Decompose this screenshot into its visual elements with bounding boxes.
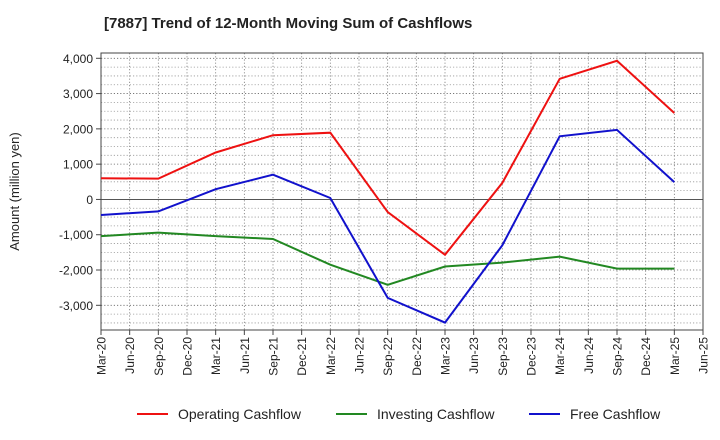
y-tick-label: -1,000 xyxy=(59,228,93,242)
series-line-operating-cashflow xyxy=(100,59,675,257)
x-tick-label: Mar-21 xyxy=(209,337,223,375)
x-tick-label: Jun-21 xyxy=(238,337,252,374)
legend-label: Investing Cashflow xyxy=(377,406,495,422)
x-tick-label: Sep-23 xyxy=(496,337,510,376)
y-tick-label: 3,000 xyxy=(63,87,93,101)
legend-label: Free Cashflow xyxy=(570,406,661,422)
plot-frame xyxy=(100,52,704,331)
y-tick-label: -2,000 xyxy=(59,264,93,278)
series-line-investing-cashflow xyxy=(100,231,675,286)
y-tick-label: 1,000 xyxy=(63,158,93,172)
x-tick-label: Sep-22 xyxy=(381,337,395,376)
y-axis-label: Amount (million yen) xyxy=(7,132,22,251)
x-tick-label: Jun-22 xyxy=(353,337,367,374)
x-tick-label: Dec-24 xyxy=(639,337,653,376)
y-tick-label: 2,000 xyxy=(63,122,93,136)
x-tick-label: Sep-20 xyxy=(152,337,166,376)
x-tick-label: Mar-24 xyxy=(553,337,567,375)
grid xyxy=(100,53,704,330)
x-tick-label: Dec-21 xyxy=(295,337,309,376)
series-line-free-cashflow xyxy=(100,128,675,324)
y-tick-label: -3,000 xyxy=(59,299,93,313)
legend-label: Operating Cashflow xyxy=(178,406,302,422)
x-tick-label: Jun-23 xyxy=(467,337,481,374)
legend: Operating Cashflow Investing Cashflow Free… xyxy=(137,406,661,422)
series-lines xyxy=(100,59,675,324)
x-tick-label: Jun-24 xyxy=(582,337,596,374)
x-tick-label: Sep-21 xyxy=(267,337,281,376)
x-tick-label: Mar-22 xyxy=(324,337,338,375)
x-tick-label: Mar-25 xyxy=(668,337,682,375)
x-tick-label: Mar-20 xyxy=(95,337,109,375)
x-tick-label: Dec-23 xyxy=(525,337,539,376)
x-tick-label: Jun-25 xyxy=(697,337,711,374)
axes: 4,000 3,000 2,000 1,000 0 -1,000 -2,000 -3,000 M… xyxy=(7,52,711,376)
x-tick-label: Jun-20 xyxy=(123,337,137,374)
x-tick-label: Mar-23 xyxy=(439,337,453,375)
chart-title: [7887] Trend of 12-Month Moving Sum of C… xyxy=(104,15,473,32)
x-tick-label: Dec-20 xyxy=(181,337,195,376)
x-tick-label: Sep-24 xyxy=(611,337,625,376)
y-tick-label: 4,000 xyxy=(63,52,93,66)
y-tick-label: 0 xyxy=(86,193,93,207)
x-tick-label: Dec-22 xyxy=(410,337,424,376)
